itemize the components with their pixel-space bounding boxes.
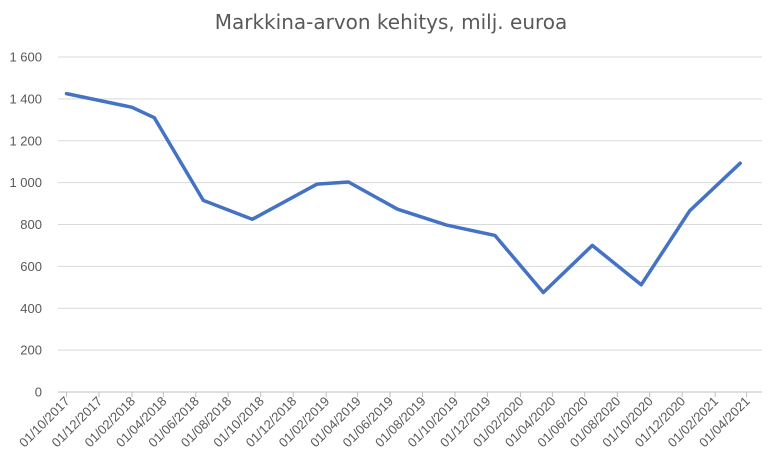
y-tick-label: 600 xyxy=(20,259,42,274)
y-axis: 0 200 400 600 800 1 000 1 200 1 400 1 600 xyxy=(9,50,42,400)
y-tick-label: 800 xyxy=(20,217,42,232)
chart-title: Markkina-arvon kehitys, milj. euroa xyxy=(215,10,568,34)
x-axis: 01/10/201701/12/201701/02/201801/04/2018… xyxy=(16,391,762,450)
y-tick-label: 0 xyxy=(35,385,42,400)
y-tick-label: 1 200 xyxy=(9,133,42,148)
series-line xyxy=(64,91,742,295)
series-layer xyxy=(64,91,742,295)
y-tick-label: 400 xyxy=(20,301,42,316)
y-tick-label: 1 600 xyxy=(9,50,42,65)
y-tick-label: 200 xyxy=(20,343,42,358)
y-tick-label: 1 400 xyxy=(9,91,42,106)
gridlines xyxy=(58,56,762,351)
y-tick-label: 1 000 xyxy=(9,175,42,190)
